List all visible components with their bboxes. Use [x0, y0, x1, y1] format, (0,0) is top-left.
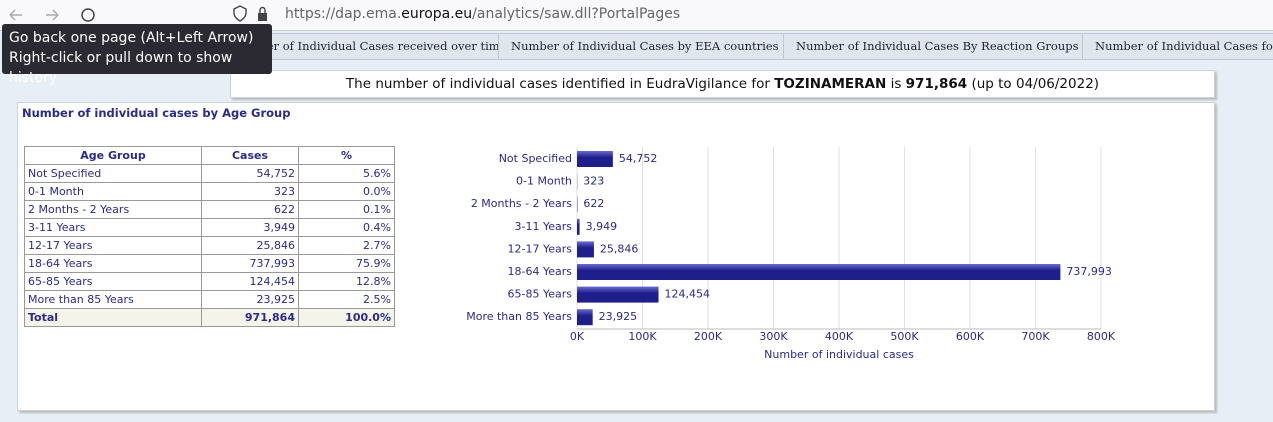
table-row: 3-11 Years 3,949 0.4%: [24, 218, 395, 237]
banner-count: 971,864: [905, 76, 968, 92]
x-tick-label: 200K: [694, 330, 723, 343]
y-tick-label: 65-85 Years: [508, 288, 573, 301]
table-cell: 0-1 Month: [24, 182, 202, 201]
y-tick-label: Not Specified: [499, 152, 572, 165]
x-tick-label: 500K: [890, 330, 919, 343]
data-label: 622: [583, 197, 604, 210]
data-label: 25,846: [600, 242, 639, 255]
y-tick-label: More than 85 Years: [466, 310, 572, 323]
bar: [577, 286, 659, 303]
security-icons: [233, 5, 267, 22]
table-cell: 12-17 Years: [24, 236, 202, 255]
bar: [577, 241, 594, 258]
table-cell: 622: [201, 200, 299, 219]
table-cell: 54,752: [201, 164, 299, 183]
table-cell: 0.1%: [298, 200, 395, 219]
table-cell: 0.0%: [298, 182, 395, 201]
table-cell: 23,925: [201, 290, 299, 309]
table-cell: 18-64 Years: [24, 254, 202, 273]
data-label: 737,993: [1066, 265, 1112, 278]
x-tick-label: 700K: [1021, 330, 1050, 343]
table-cell: 3,949: [201, 218, 299, 237]
data-label: 323: [583, 175, 604, 188]
column-header: Cases: [201, 146, 299, 165]
table-header: Age Group Cases%: [24, 146, 395, 165]
section-title: Number of individual cases by Age Group: [22, 106, 291, 120]
table-cell: 0.4%: [298, 218, 395, 237]
data-label: 3,949: [586, 220, 618, 233]
y-tick-label: 0-1 Month: [516, 175, 572, 188]
bar: [577, 218, 580, 235]
table-cell: 2.5%: [298, 290, 395, 309]
x-tick-label: 600K: [956, 330, 985, 343]
table-cell: Total: [24, 308, 202, 327]
nav-buttons[interactable]: [0, 0, 110, 30]
table-cell: 12.8%: [298, 272, 395, 291]
table-cell: Not Specified: [24, 164, 202, 183]
table-cell: 2.7%: [298, 236, 395, 255]
table-cell: 737,993: [201, 254, 299, 273]
bar: [577, 309, 593, 326]
table-cell: 323: [201, 182, 299, 201]
y-tick-label: 2 Months - 2 Years: [471, 197, 572, 210]
x-axis-label: Number of individual cases: [764, 348, 914, 361]
x-tick-label: 100K: [628, 330, 657, 343]
table-total: Total 971,864 100.0%: [24, 308, 395, 327]
banner-text: (up to 04/06/2022): [971, 76, 1100, 92]
table-row: More than 85 Years 23,925 2.5%: [24, 290, 395, 309]
age-table: Age Group Cases% Not Specified 54,752 5.6% 0-…: [24, 146, 395, 327]
y-tick-label: 18-64 Years: [508, 265, 573, 278]
column-header: %: [298, 146, 395, 165]
table-row: Not Specified 54,752 5.6%: [24, 164, 395, 183]
bar: [577, 264, 1061, 280]
x-tick-label: 800K: [1087, 330, 1116, 343]
y-tick-label: 12-17 Years: [508, 242, 573, 255]
table-row: 0-1 Month 323 0.0%: [24, 182, 395, 201]
data-label: 124,454: [665, 288, 711, 301]
tooltip-line: Right-click or pull down to show history: [9, 50, 233, 86]
bar: [577, 151, 613, 167]
table-cell: 2 Months - 2 Years: [24, 200, 202, 219]
url[interactable]: https://dap.ema.europa.eu/analytics/saw.…: [285, 6, 680, 22]
x-tick-label: 300K: [759, 330, 788, 343]
banner-text: The number of individual cases identifie…: [345, 76, 770, 92]
table-cell: 65-85 Years: [24, 272, 202, 291]
url-domain: europa.eu: [401, 6, 473, 22]
banner: The number of individual cases identifie…: [230, 70, 1215, 98]
table-row: 12-17 Years 25,846 2.7%: [24, 236, 395, 255]
y-tick-label: 3-11 Years: [515, 220, 573, 233]
x-tick-label: 0K: [570, 330, 585, 343]
x-tick-label: 400K: [825, 330, 854, 343]
url-part: https://dap.ema.: [285, 6, 402, 22]
banner-text: is: [890, 76, 902, 92]
table-row: 18-64 Years 737,993 75.9%: [24, 254, 395, 273]
table-cell: 75.9%: [298, 254, 395, 273]
data-label: 54,752: [619, 152, 658, 165]
tab[interactable]: Number of Individual Cases by EEA countr…: [498, 33, 799, 60]
table-row: 65-85 Years 124,454 12.8%: [24, 272, 395, 291]
table-cell: 5.6%: [298, 164, 395, 183]
table-cell: 971,864: [201, 308, 299, 327]
tab[interactable]: Number of Individual Cases By Reaction G…: [783, 33, 1099, 60]
tab[interactable]: Number of Individual Cases for: [1082, 33, 1273, 60]
table-cell: More than 85 Years: [24, 290, 202, 309]
data-label: 23,925: [599, 310, 638, 323]
chart: Number of individual cases 0K 100K 200K 300…: [466, 147, 1116, 361]
tooltip-line: Go back one page (Alt+Left Arrow): [9, 30, 254, 46]
table-cell: 25,846: [201, 236, 299, 255]
url-part: /analytics/saw.dll?PortalPages: [472, 6, 681, 22]
table-row: 2 Months - 2 Years 622 0.1%: [24, 200, 395, 219]
banner-product: TOZINAMERAN: [774, 76, 887, 92]
table-cell: 3-11 Years: [24, 218, 202, 237]
table-cell: 124,454: [201, 272, 299, 291]
table-cell: 100.0%: [298, 308, 395, 327]
column-header: Age Group: [24, 146, 202, 165]
tooltip: Go back one page (Alt+Left Arrow) Right-c…: [2, 24, 272, 86]
